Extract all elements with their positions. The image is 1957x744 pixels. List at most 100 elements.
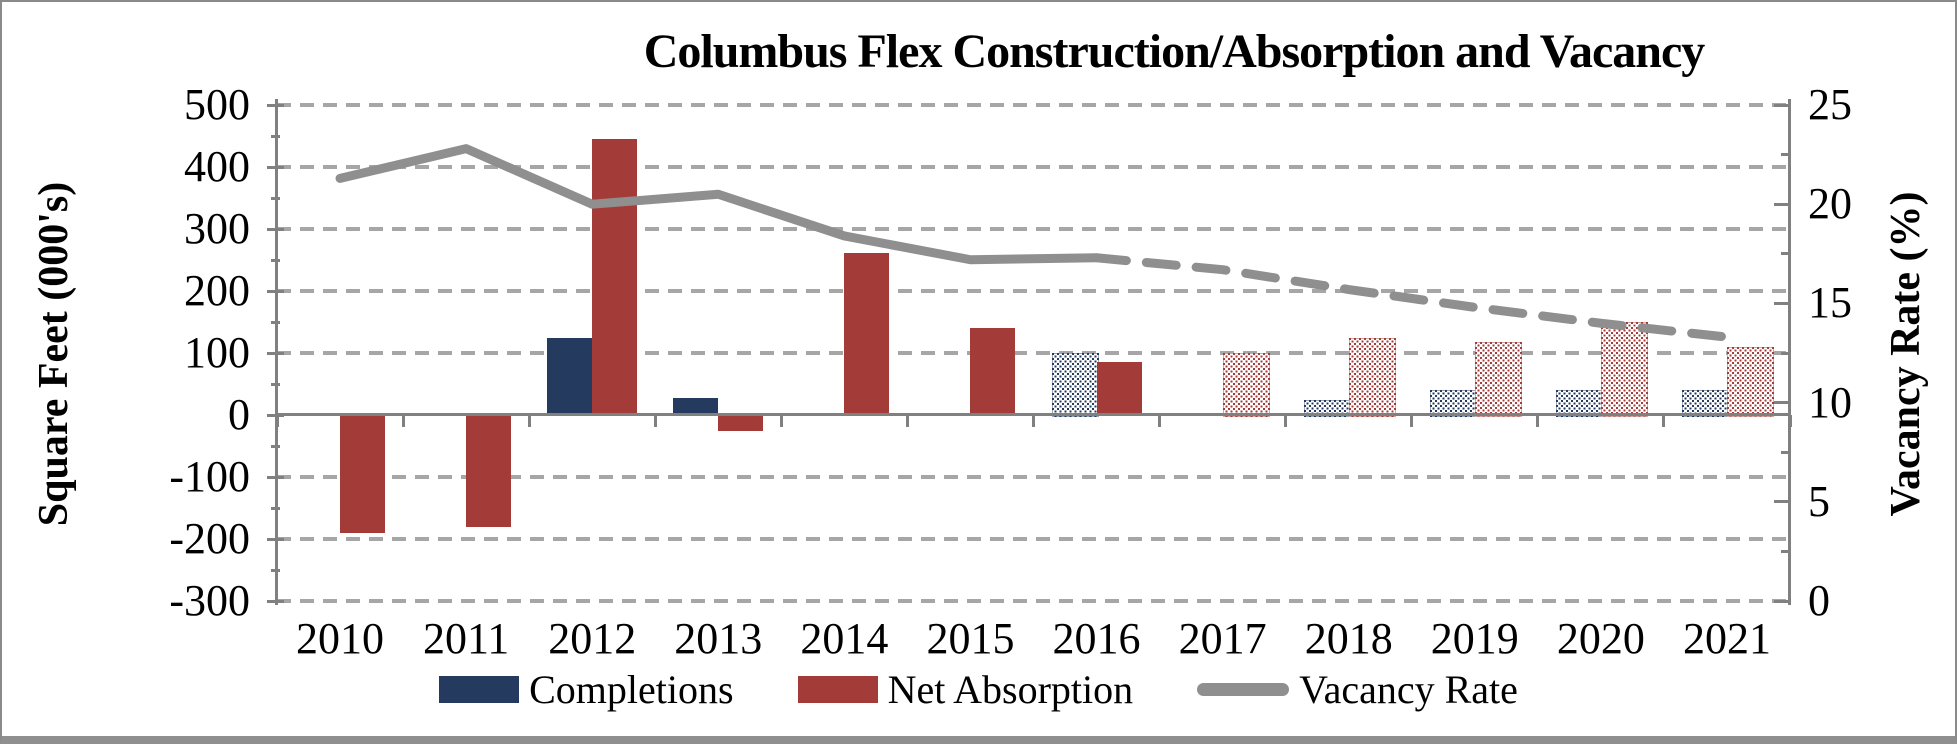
bar-net-absorption-2010 [340,415,386,533]
bar-net-absorption-2018 [1348,337,1396,417]
x-axis-line [277,413,1790,416]
right-axis-tick-label: 10 [1808,377,1852,427]
left-axis-tick [267,227,284,231]
x-axis-label: 2021 [1682,614,1771,663]
left-axis-minor-tick [271,320,280,324]
bar-net-absorption-2019 [1474,341,1522,417]
gridline [277,103,1790,107]
gridline [277,289,1790,293]
x-axis-label: 2015 [926,614,1015,663]
x-axis-label: 2010 [296,614,385,663]
x-axis-label: 2014 [800,614,889,663]
x-axis-tick [779,415,783,427]
bar-net-absorption-2014 [844,252,890,415]
x-axis-tick [653,415,657,427]
legend-item-vacancy-rate: Vacancy Rate [1197,666,1518,713]
left-axis-tick [267,351,284,355]
right-axis-tick [1774,202,1791,206]
right-axis-minor-tick [1781,252,1791,256]
right-axis-tick-label: 20 [1808,179,1852,229]
left-axis-minor-tick [271,196,280,200]
left-axis-tick-label: -300 [169,576,250,625]
bar-net-absorption-2016 [1096,362,1142,415]
left-axis-tick-label: -200 [169,514,250,563]
bar-completions-2013 [673,397,719,415]
bar-net-absorption-2013 [718,415,764,431]
x-axis-tick [905,415,909,427]
left-axis-tick-label: 400 [184,142,250,191]
left-axis-tick [267,599,284,603]
legend-item-completions: Completions [439,666,734,713]
right-axis-tick [1774,500,1791,504]
right-axis-tick-label: 5 [1808,476,1830,526]
gridline [277,165,1790,169]
vacancy-rate-swatch [1197,682,1290,696]
x-axis-label: 2016 [1052,614,1141,663]
x-axis-tick [1032,415,1035,427]
x-axis-tick [527,415,531,427]
legend: Completions Net Absorption Vacancy Rate [2,664,1955,714]
left-axis-tick-label: 100 [184,328,250,377]
left-axis-tick [267,103,284,107]
legend-label-completions: Completions [529,666,734,712]
legend-label-vacancy-rate: Vacancy Rate [1299,666,1518,712]
left-axis-tick-label: -100 [169,452,250,501]
gridline [277,537,1790,541]
x-axis-label: 2011 [422,614,510,663]
x-axis-tick [1662,415,1666,427]
x-axis-label: 2020 [1556,614,1645,663]
left-axis-tick-label: 200 [184,266,250,315]
right-axis-minor-tick [1781,450,1791,454]
bar-completions-2012 [547,337,593,415]
left-axis-minor-tick [271,506,280,510]
left-axis-minor-tick [271,382,280,386]
bar-completions-2021 [1681,390,1729,417]
legend-item-net-absorption: Net Absorption [797,666,1133,713]
left-axis-tick [267,289,284,293]
x-axis-label: 2018 [1304,614,1393,663]
right-axis-tick-label: 0 [1808,576,1830,625]
left-axis-minor-tick [271,444,280,448]
bar-net-absorption-2021 [1726,346,1774,417]
chart-title: Columbus Flex Construction/Absorption an… [643,25,1706,78]
x-axis-tick [1284,415,1288,427]
left-axis-tick [267,537,284,541]
bar-net-absorption-2017 [1222,353,1270,417]
left-axis-tick [267,165,284,169]
gridline [277,599,1790,603]
bar-net-absorption-2015 [970,328,1016,415]
gridline [277,227,1790,231]
right-axis-tick [1774,401,1791,405]
net-absorption-swatch [797,675,878,703]
bar-completions-2020 [1555,390,1603,417]
gridline [277,475,1790,479]
left-axis-tick-label: 500 [184,80,250,129]
left-axis-minor-tick [271,258,280,262]
right-axis-tick [1774,103,1791,107]
left-axis-minor-tick [271,134,280,138]
bar-net-absorption-2012 [592,139,638,415]
x-axis-tick [1410,415,1414,427]
x-axis-label: 2012 [548,614,637,663]
bar-completions-2018 [1303,399,1351,417]
completions-swatch [439,675,520,703]
x-axis-label: 2013 [674,614,763,663]
left-axis-tick [267,413,284,417]
x-axis-tick [401,415,405,427]
bar-net-absorption-2011 [466,415,512,527]
left-axis-minor-tick [271,568,280,572]
right-axis-tick-label: 15 [1808,278,1852,328]
bar-net-absorption-2020 [1600,322,1648,417]
right-axis-tick [1774,599,1791,603]
gridline [277,351,1790,355]
right-axis-title: Vacancy Rate (%) [1883,191,1929,517]
x-axis-label: 2019 [1430,614,1519,663]
left-axis-tick-label: 0 [228,390,250,439]
right-axis-minor-tick [1781,549,1791,553]
bar-completions-2016 [1051,353,1099,417]
left-axis-tick-label: 300 [184,204,250,253]
left-axis-tick [267,475,284,479]
x-axis-tick [1158,415,1162,427]
right-axis-tick-label: 25 [1808,80,1852,129]
